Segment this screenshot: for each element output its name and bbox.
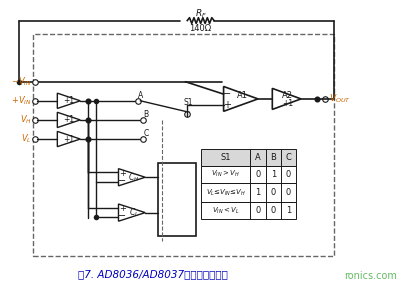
Text: 0: 0 — [255, 206, 261, 215]
Text: 0: 0 — [286, 170, 291, 179]
Text: +: + — [119, 169, 126, 178]
Bar — [34, 34, 335, 256]
Text: B: B — [144, 110, 149, 119]
Text: 图7. AD8036/AD8037箝位放大器系统: 图7. AD8036/AD8037箝位放大器系统 — [78, 269, 228, 279]
Text: A: A — [138, 91, 143, 100]
Text: −: − — [223, 89, 231, 99]
Bar — [201, 183, 296, 202]
Text: +1: +1 — [63, 135, 74, 144]
Text: 1: 1 — [271, 170, 276, 179]
Text: 1: 1 — [255, 188, 261, 197]
Text: A: A — [255, 153, 261, 162]
Bar — [158, 163, 196, 236]
Text: +1: +1 — [63, 96, 74, 105]
Text: $V_L$≤$V_{IN}$≤$V_H$: $V_L$≤$V_{IN}$≤$V_H$ — [206, 188, 245, 198]
Text: $R_F$: $R_F$ — [195, 8, 207, 20]
Bar — [201, 148, 296, 166]
Text: $C_H$: $C_H$ — [128, 171, 139, 184]
Text: $V_L$: $V_L$ — [21, 133, 32, 145]
Text: C: C — [143, 129, 149, 138]
Text: +: + — [119, 204, 126, 213]
Text: B: B — [270, 153, 276, 162]
Text: $V_H$: $V_H$ — [19, 114, 32, 126]
Bar — [201, 166, 296, 183]
Text: $V_{IN}>V_H$: $V_{IN}>V_H$ — [211, 169, 240, 179]
Text: 0: 0 — [271, 188, 276, 197]
Text: 0: 0 — [286, 188, 291, 197]
Text: $C_L$: $C_L$ — [129, 206, 139, 219]
Text: C: C — [286, 153, 292, 162]
Text: $+V_{IN}$: $+V_{IN}$ — [11, 95, 32, 107]
Text: S1: S1 — [220, 153, 231, 162]
Text: ronics.com: ronics.com — [344, 271, 397, 281]
Text: −: − — [118, 176, 126, 186]
Text: $V_{IN}<V_L$: $V_{IN}<V_L$ — [212, 206, 240, 216]
Text: 0: 0 — [271, 206, 276, 215]
Text: A1: A1 — [237, 91, 248, 100]
Text: +1: +1 — [63, 115, 74, 125]
Text: 1: 1 — [286, 206, 291, 215]
Text: $V_{OUT}$: $V_{OUT}$ — [329, 93, 351, 105]
Text: S1: S1 — [183, 98, 193, 107]
Text: +1: +1 — [282, 99, 293, 108]
Text: −: − — [118, 211, 126, 221]
Text: 140Ω: 140Ω — [189, 24, 212, 33]
Text: 0: 0 — [255, 170, 261, 179]
Text: +: + — [223, 100, 231, 110]
Text: $-V_{IN}$: $-V_{IN}$ — [11, 75, 32, 88]
Bar — [201, 202, 296, 219]
Text: A2: A2 — [282, 91, 293, 100]
